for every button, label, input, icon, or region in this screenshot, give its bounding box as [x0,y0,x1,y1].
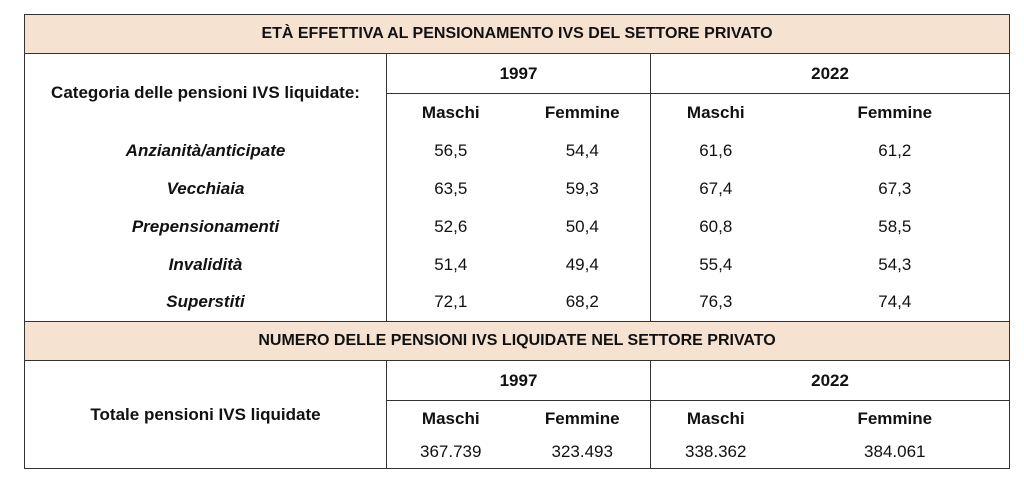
total-value-cell: 367.739 [386,436,515,469]
section1-year-1997: 1997 [386,53,651,94]
value-cell: 68,2 [565,292,599,312]
section2-sex-header: Maschi [650,400,781,437]
value-cell: 76,3 [650,283,781,322]
section2-title-row: NUMERO DELLE PENSIONI IVS LIQUIDATE NEL … [23,321,1011,361]
section2-year-1997: 1997 [386,360,651,401]
section2-sex-header: Femmine [780,400,1011,437]
value-cell: 61,6 [650,131,781,170]
total-value-cell: 384.061 [780,436,1011,469]
section1-sex-header: Femmine [544,102,620,122]
value-cell: 67,4 [650,169,781,208]
section1-title: ETÀ EFFETTIVA AL PENSIONAMENTO IVS DEL S… [23,14,1011,54]
value-cell: 60,8 [650,207,781,246]
section1-sex-header: Maschi [386,93,515,132]
section2-sex-row: Maschi Femmine Maschi Femmine [25,400,1011,437]
value-cell: 63,5 [386,169,515,208]
value-cell: 55,4 [650,245,781,284]
section1-year-row: Categoria delle pensioni IVS liquidate: … [24,53,1011,132]
section1-row-header: Categoria delle pensioni IVS liquidate: [24,53,387,132]
total-value-cell: 323.493 [514,436,651,469]
section2-sex-header: Maschi [386,400,515,437]
section2-year-2022: 2022 [649,360,1011,401]
total-value-cell: 338.362 [650,436,781,469]
pension-table: ETÀ EFFETTIVA AL PENSIONAMENTO IVS DEL S… [23,14,1011,469]
value-cell: 54,4 [565,140,599,160]
section1-sex-row: Maschi Femmine Maschi Femmine [25,93,1011,132]
value-cell: 72,1 [386,283,515,322]
value-cell: 54,3 [780,245,1011,284]
category-label: Anzianità/anticipate [24,131,387,170]
table-row: Prepensionamenti 52,6 50,4 60,8 58,5 [24,207,1011,246]
section1-title-row: ETÀ EFFETTIVA AL PENSIONAMENTO IVS DEL S… [23,14,1011,54]
value-cell: 58,5 [780,207,1011,246]
value-cell: 49,4 [565,254,599,274]
table-row: Anzianità/anticipate 56,5 54,4 61,6 61,2 [24,131,1011,170]
section2-row-header: Totale pensioni IVS liquidate [24,360,387,469]
table-row: Invalidità 51,4 49,4 55,4 54,3 [24,245,1011,284]
section2-year-row: Totale pensioni IVS liquidate 1997 2022 [24,360,1011,469]
value-cell: 61,2 [780,131,1011,170]
value-cell: 56,5 [386,131,515,170]
category-label: Prepensionamenti [24,207,387,246]
table-row: 367.739 323.493 338.362 384.061 [25,436,1011,469]
table-row: Vecchiaia 63,5 59,3 67,4 67,3 [24,169,1011,208]
category-label: Invalidità [24,245,387,284]
value-cell: 52,6 [386,207,515,246]
section1-sex-header: Femmine [780,93,1011,132]
value-cell: 74,4 [780,283,1011,322]
section1-sex-header: Maschi [650,93,781,132]
section2-title: NUMERO DELLE PENSIONI IVS LIQUIDATE NEL … [23,321,1011,361]
value-cell: 67,3 [780,169,1011,208]
value-cell: 50,4 [565,216,599,236]
value-cell: 51,4 [386,245,515,284]
section1-year-2022: 2022 [649,53,1011,94]
pension-table-container: ETÀ EFFETTIVA AL PENSIONAMENTO IVS DEL S… [23,14,1011,469]
category-label: Superstiti [24,283,387,322]
value-cell: 59,3 [565,178,599,198]
category-label: Vecchiaia [24,169,387,208]
table-row: Superstiti 72,1 68,2 76,3 74,4 [24,283,1011,322]
section2-sex-header: Femmine [544,408,620,428]
